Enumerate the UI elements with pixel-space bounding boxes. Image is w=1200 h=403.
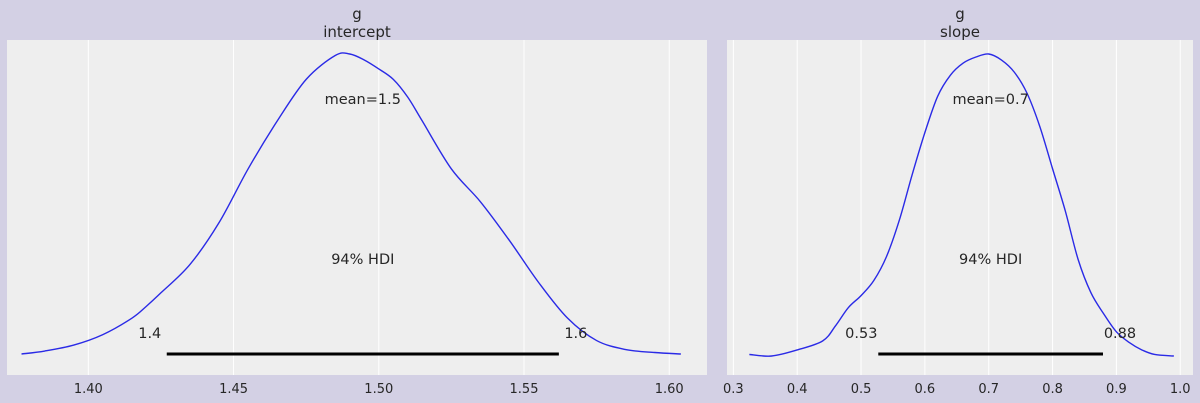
x-tick-label: 0.6 xyxy=(915,382,936,397)
x-tick-label: 0.9 xyxy=(1106,382,1127,397)
x-tick-label: 0.5 xyxy=(851,382,872,397)
x-tick-label: 1.45 xyxy=(219,382,248,397)
panel-title: g xyxy=(352,5,362,23)
x-tick-label: 1.55 xyxy=(510,382,539,397)
x-tick-label: 0.8 xyxy=(1042,382,1063,397)
axes-background xyxy=(7,40,707,375)
panel-1: 1.40 1.45 1.50 1.55 1.60 mean=1.5 94% HDI 1.4 1.… xyxy=(7,5,707,397)
hdi-label: 94% HDI xyxy=(959,252,1022,268)
x-tick-label: 1.50 xyxy=(364,382,393,397)
hdi-high-label: 0.88 xyxy=(1104,326,1136,342)
x-tick-label: 1.40 xyxy=(74,382,103,397)
mean-label: mean=1.5 xyxy=(325,92,401,108)
x-tick-label: 1.0 xyxy=(1170,382,1191,397)
hdi-low-label: 1.4 xyxy=(138,326,161,342)
panel-title: g xyxy=(955,5,965,23)
panel-subtitle: intercept xyxy=(323,23,391,41)
hdi-label: 94% HDI xyxy=(331,252,394,268)
panel-2: 0.3 0.4 0.5 0.6 0.7 0.8 0.9 1.0 mean=0.7 94% HDI 0… xyxy=(723,5,1193,397)
mean-label: mean=0.7 xyxy=(952,92,1028,108)
density-line xyxy=(749,53,1174,357)
hdi-low-label: 0.53 xyxy=(845,326,877,342)
hdi-high-label: 1.6 xyxy=(564,326,587,342)
x-tick-label: 0.4 xyxy=(787,382,808,397)
axes-background xyxy=(727,40,1193,375)
x-tick-label: 1.60 xyxy=(655,382,684,397)
x-tick-label: 0.3 xyxy=(723,382,744,397)
density-line xyxy=(21,52,681,355)
panel-subtitle: slope xyxy=(940,23,980,41)
x-tick-label: 0.7 xyxy=(978,382,999,397)
